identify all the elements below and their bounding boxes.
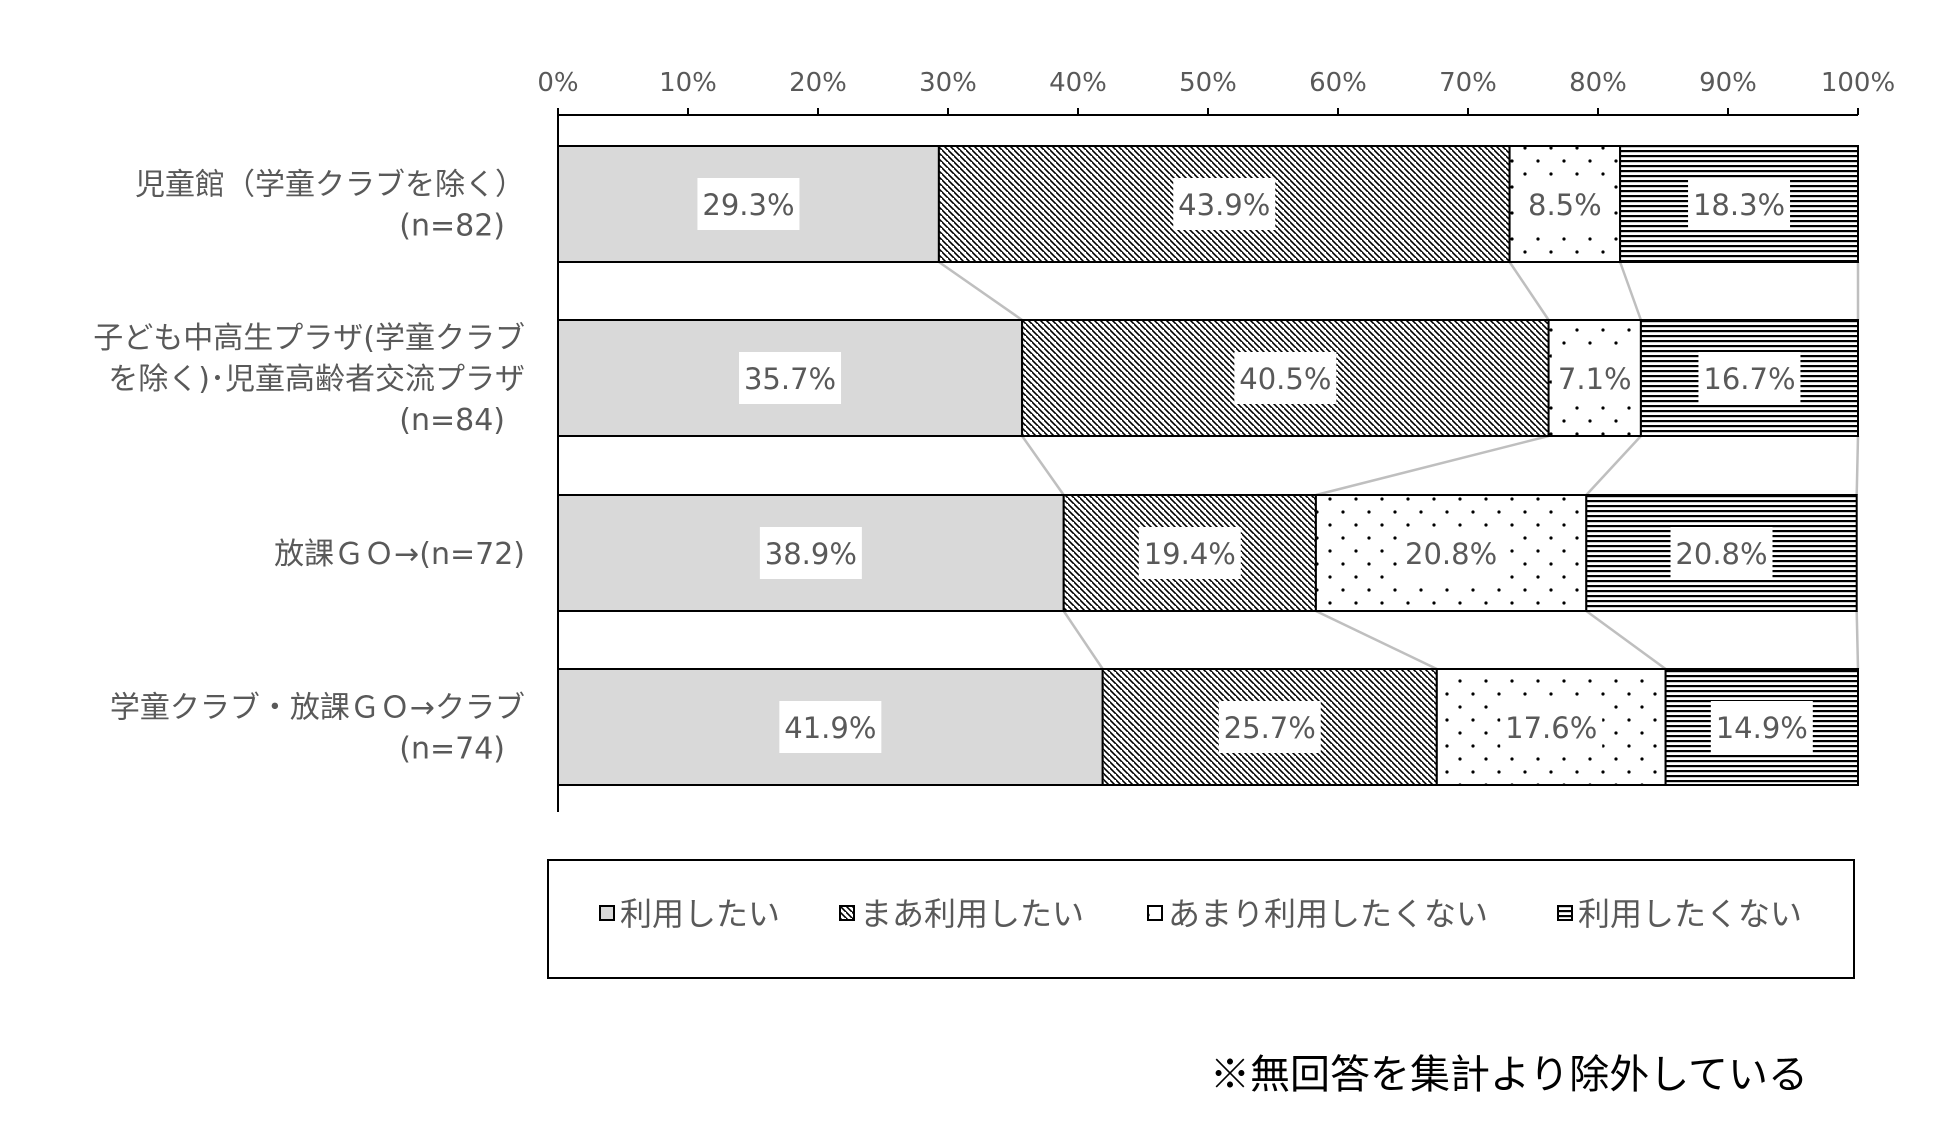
data-label-bg [1173,178,1276,230]
data-label: 43.9% [1178,188,1270,222]
series-line [1855,435,1860,496]
x-tick-label: 70% [1439,68,1497,98]
data-labels: 29.3% 43.9% 8.5% 18.3% 35.7% 40.5% 7.1% 16.7% 38… [697,178,1813,753]
data-label: 8.5% [1528,188,1602,222]
bars [557,145,1860,786]
data-label-bg [1551,352,1638,404]
data-label-bg [1400,527,1503,579]
data-label-bg [759,527,862,579]
series-line [1021,435,1065,496]
x-tick-label: 0% [537,68,578,98]
data-label-bg [1521,178,1608,230]
data-label: 19.4% [1144,537,1236,571]
data-label: 17.6% [1505,711,1597,745]
legend-swatch [1147,905,1163,921]
category-label: を除く)･児童高齢者交流プラザ [108,362,525,397]
data-label-bg [739,352,842,404]
series-lines [938,260,1860,671]
data-label: 16.7% [1703,362,1795,396]
x-tick-label: 100% [1821,68,1895,98]
category-label: 放課ＧＯ→(n=72) [274,537,525,572]
data-label: 40.5% [1239,362,1331,396]
legend-swatch [839,905,855,921]
series-line [1585,609,1667,671]
data-label: 20.8% [1405,537,1497,571]
data-label-bg [1138,527,1241,579]
data-label: 18.3% [1693,188,1785,222]
footnote: ※無回答を集計より除外している [1210,1052,1808,1098]
data-label-bg [1218,701,1321,753]
data-label: 38.9% [765,537,857,571]
legend-label: 利用したい [620,895,780,933]
data-label-bg [1688,178,1791,230]
data-label: 20.8% [1675,537,1767,571]
legend-label: まあ利用したい [860,895,1084,933]
series-line [1585,435,1642,496]
data-label-bg [1670,527,1773,579]
data-label-bg [779,701,882,753]
data-label-bg [1500,701,1603,753]
category-label: 子ども中高生プラザ(学童クラブ [93,321,525,356]
data-label: 25.7% [1224,711,1316,745]
data-label-bg [697,178,800,230]
data-label: 14.9% [1716,711,1808,745]
bar-segment [1435,668,1667,786]
category-labels: 児童館（学童クラブを除く） (n=82) 子ども中高生プラザ(学童クラブを除く)･児… [93,168,525,767]
data-label: 35.7% [744,362,836,396]
series-line [1062,610,1104,670]
x-tick-label: 20% [789,68,847,98]
x-tick-label: 60% [1309,68,1367,98]
category-label: (n=82) [399,209,505,244]
category-label: (n=74) [399,732,505,767]
series-line [1508,261,1550,321]
data-label: 29.3% [702,188,794,222]
legend-swatch [1557,905,1573,921]
x-tick-label: 50% [1179,68,1237,98]
series-line [1618,261,1643,321]
x-tick-label: 10% [659,68,717,98]
legend-label: 利用したくない [1578,895,1802,933]
x-tick-label: 90% [1699,68,1757,98]
series-line [1315,609,1438,671]
x-tick-label: 80% [1569,68,1627,98]
data-label: 7.1% [1558,362,1632,396]
series-line [1855,610,1860,670]
data-label-bg [1698,352,1801,404]
legend: 利用したい まあ利用したい あまり利用したくない 利用したくない [547,859,1855,979]
data-label-bg [1234,352,1337,404]
legend-label: あまり利用したくない [1168,895,1488,933]
x-tick-label: 40% [1049,68,1107,98]
data-label-bg [1710,701,1813,753]
series-line [1315,434,1549,497]
data-label: 41.9% [784,711,876,745]
legend-swatch [599,905,615,921]
category-label: 学童クラブ・放課ＧＯ→クラブ [110,691,525,726]
category-label: 児童館（学童クラブを除く） [135,168,525,203]
category-label: (n=84) [399,403,505,438]
x-axis: 0% 10% 20% 30% 40% 50% 60% 70% 80% 90% 100% [537,68,1895,812]
x-tick-label: 30% [919,68,977,98]
series-line [938,260,1023,322]
legend-box [547,859,1855,979]
